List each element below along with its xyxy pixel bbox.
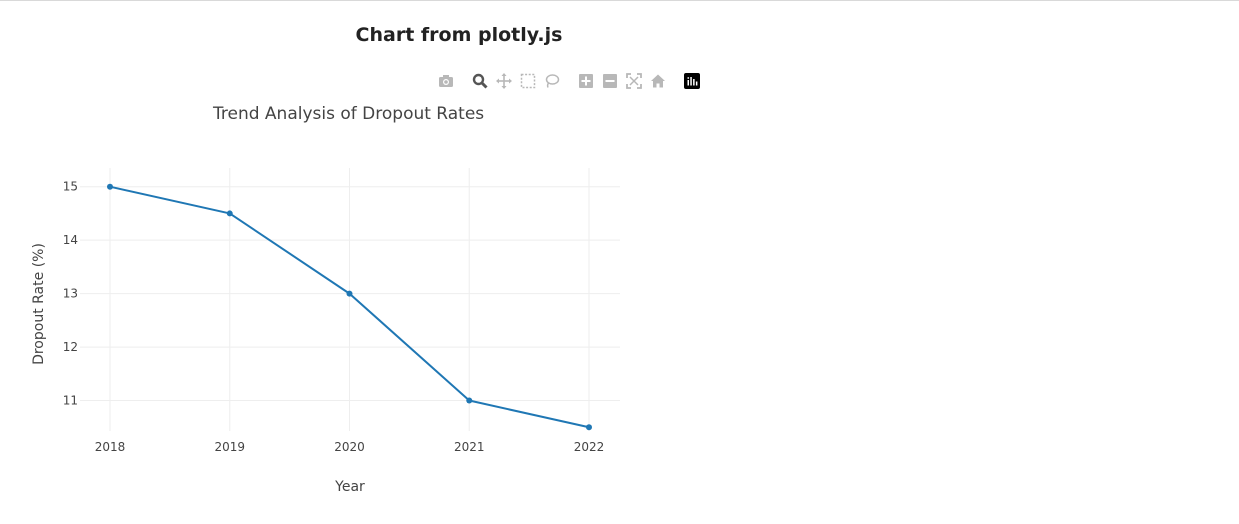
top-border [0,0,1239,1]
data-point-marker[interactable] [226,210,233,217]
x-tick-label: 2019 [214,440,245,454]
data-point-marker[interactable] [586,424,592,431]
zoom-button[interactable] [470,71,490,91]
x-tick-label: 2021 [454,440,485,454]
camera-icon [439,75,453,87]
reset-axes-button[interactable] [648,71,668,91]
page-title: Chart from plotly.js [355,24,563,46]
x-tick-label: 2018 [95,440,126,454]
y-tick-label: 11 [63,394,78,408]
data-point-marker[interactable] [346,290,353,297]
autoscale-icon [626,73,642,89]
x-tick-label: 2020 [334,440,365,454]
data-point-marker[interactable] [466,397,473,404]
line-chart: Trend Analysis of Dropout Rates 11 12 13 14… [31,104,620,495]
y-tick-label: 15 [63,180,78,194]
plotly-logo-button[interactable] [682,71,702,91]
plotly-logo-icon [684,73,700,89]
data-series [107,183,592,431]
lasso-select-button[interactable] [542,71,562,91]
zoom-icon [472,73,488,89]
x-axis-title: Year [334,479,365,495]
zoom-in-icon [579,74,593,88]
chart-title: Trend Analysis of Dropout Rates [212,104,484,124]
autoscale-button[interactable] [624,71,644,91]
box-select-icon [520,73,536,89]
zoom-in-button[interactable] [576,71,596,91]
download-plot-button[interactable] [436,71,456,91]
grid-lines [80,168,620,431]
pan-icon [496,73,512,89]
y-tick-label: 12 [63,340,78,354]
lasso-select-icon [545,74,560,88]
modebar-toolbar [436,71,706,91]
y-axis-title: Dropout Rate (%) [31,243,47,365]
y-tick-label: 13 [63,287,78,301]
zoom-out-button[interactable] [600,71,620,91]
data-point-marker[interactable] [107,183,113,190]
x-tick-label: 2022 [574,440,605,454]
y-tick-label: 14 [63,233,78,247]
zoom-out-icon [603,74,617,88]
y-tick-labels: 11 12 13 14 15 [63,180,78,408]
box-select-button[interactable] [518,71,538,91]
x-tick-labels: 2018 2019 2020 2021 2022 [95,440,605,454]
home-icon [651,74,665,88]
pan-button[interactable] [494,71,514,91]
